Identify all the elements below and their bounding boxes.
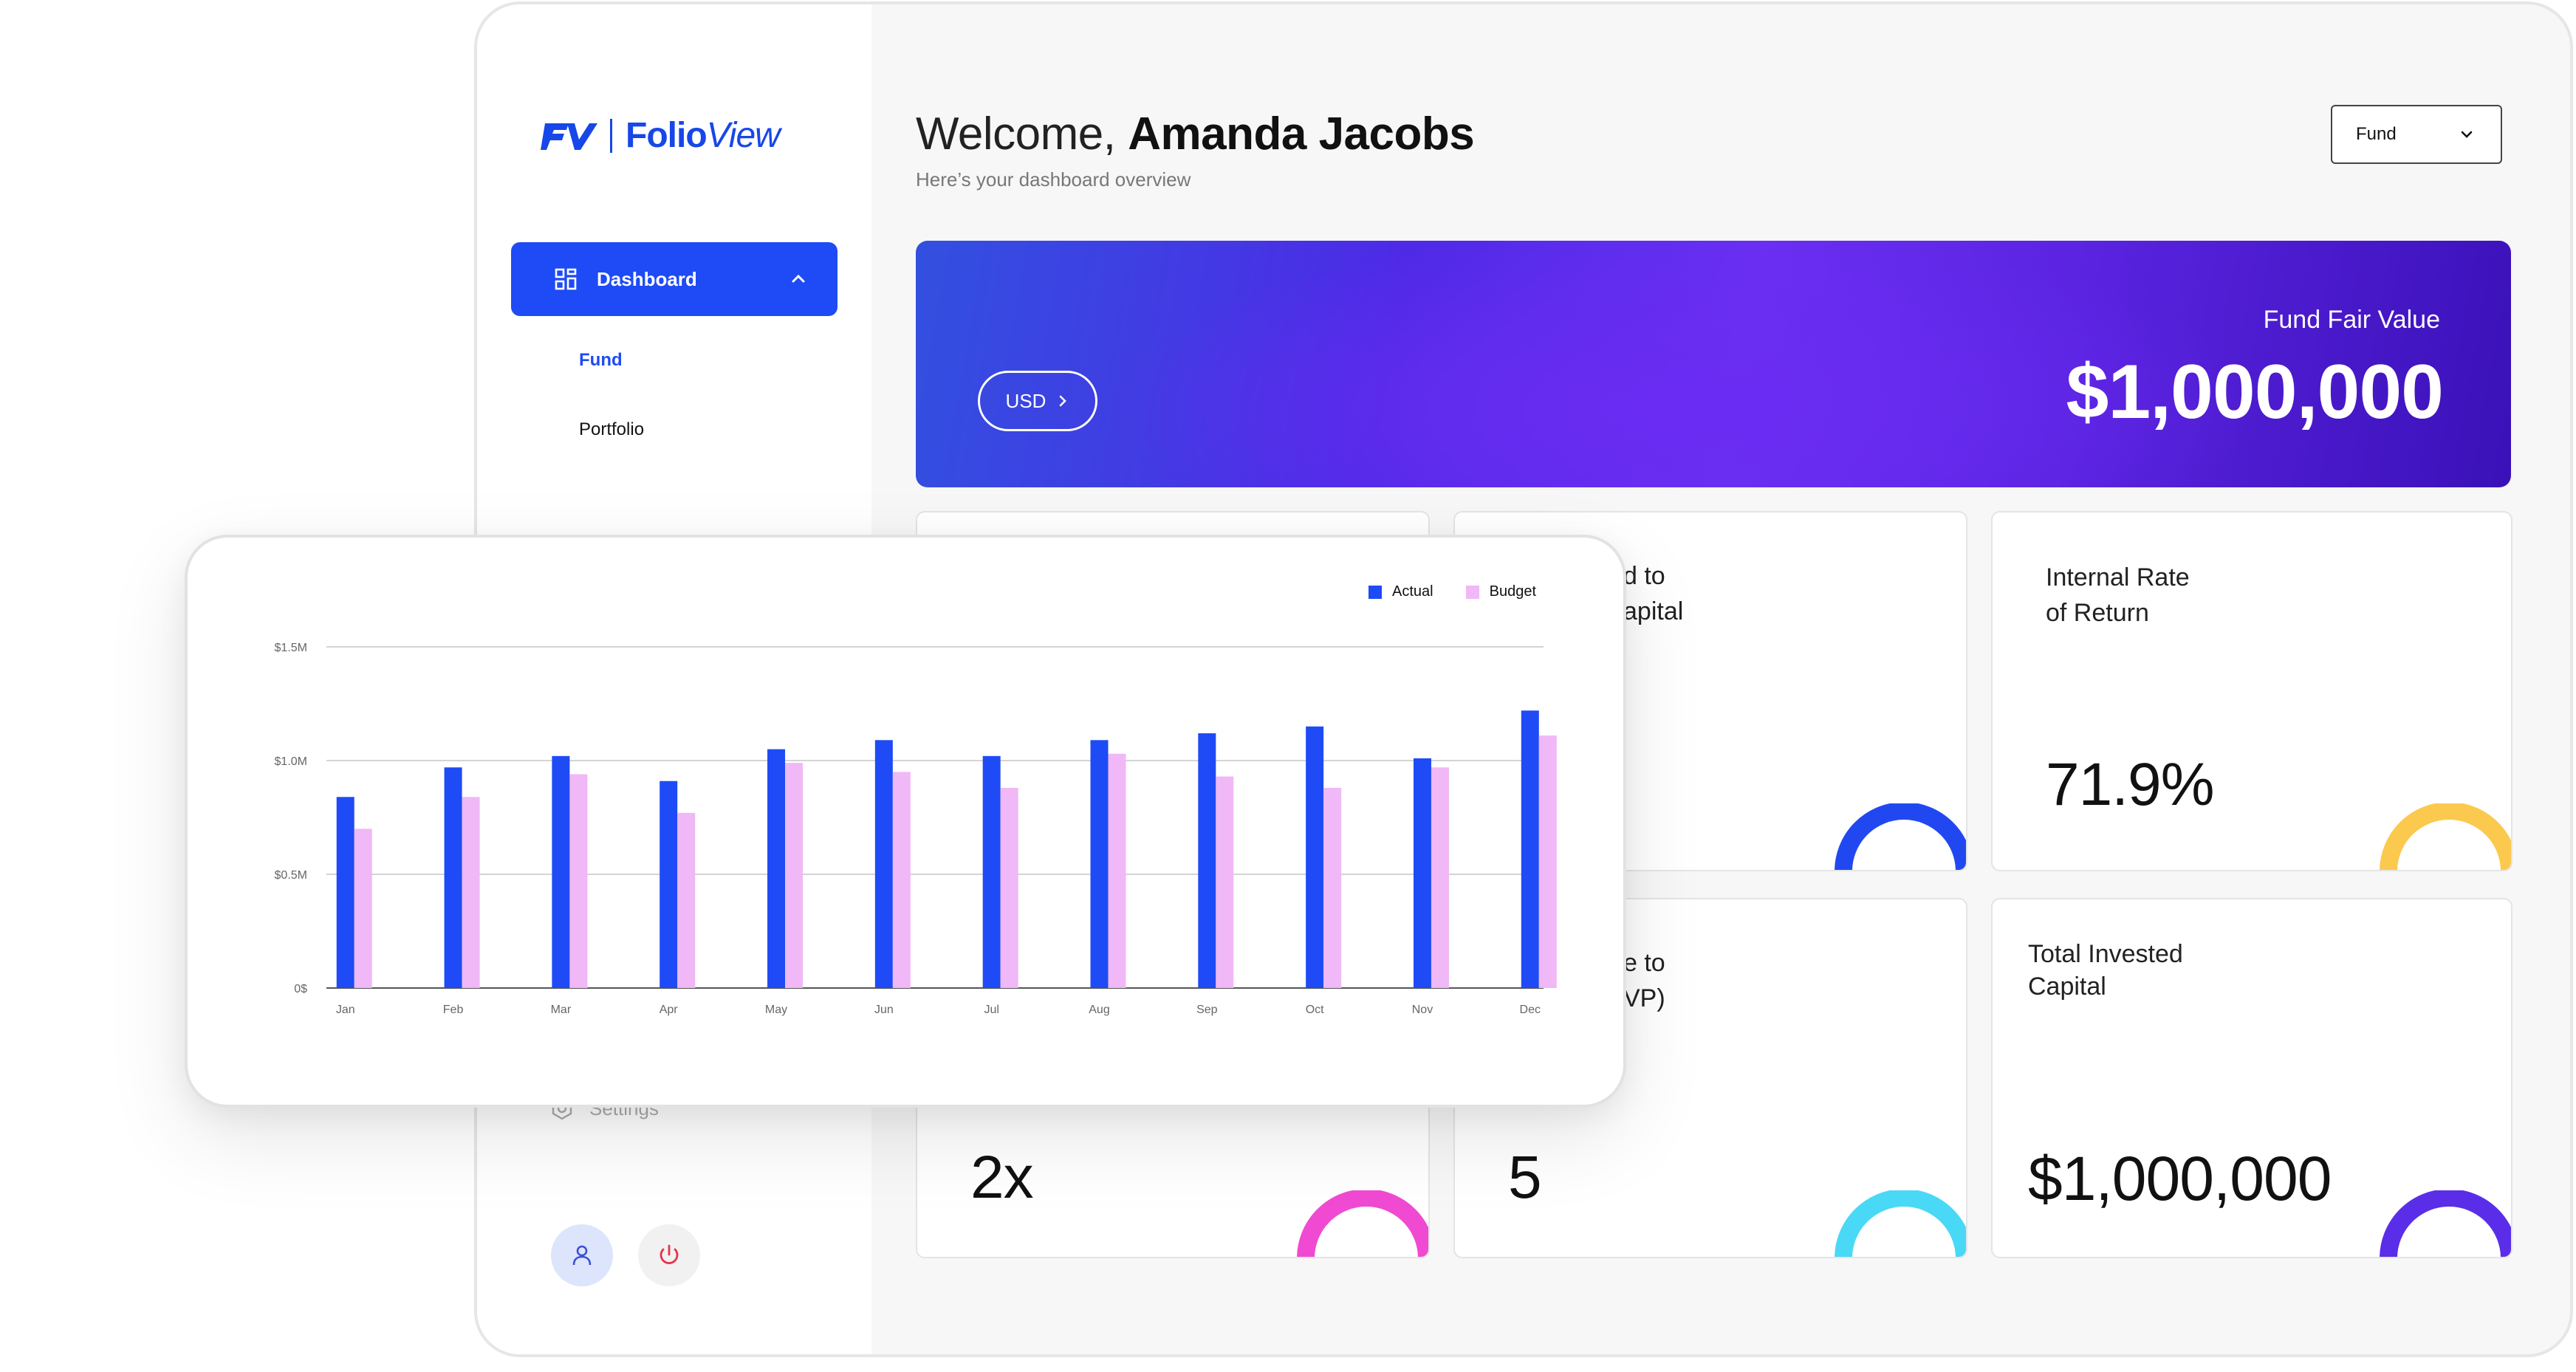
bar-actual: [1198, 733, 1216, 988]
bar-actual: [982, 755, 1001, 988]
legend-label-budget: Budget: [1489, 583, 1536, 600]
bar-budget: [1431, 767, 1449, 988]
bar-actual: [767, 749, 786, 988]
metric-title: Total Invested Capital: [2028, 940, 2183, 1001]
x-tick-label: Jul: [984, 1004, 998, 1016]
bar-budget: [462, 797, 480, 988]
currency-label: USD: [1005, 389, 1046, 412]
chevron-right-icon: [1060, 395, 1067, 407]
bar-actual: [336, 797, 354, 988]
x-tick-label: Oct: [1306, 1004, 1324, 1016]
bar-chart: 0$ $0.5M $1.0M $1.5M Jan Feb Mar Apr May Jun Jul Au…: [275, 642, 1557, 1016]
profile-button[interactable]: [551, 1224, 613, 1286]
currency-button[interactable]: USD: [978, 371, 1097, 431]
chevron-down-icon: [2461, 131, 2473, 138]
progress-arc-icon: [1835, 1190, 1966, 1257]
x-tick-label: Sep: [1196, 1004, 1218, 1016]
x-tick-label: Jan: [336, 1004, 355, 1016]
metric-card: Total Invested Capital $1,000,000: [1991, 898, 2512, 1258]
x-tick-label: Mar: [551, 1004, 572, 1016]
metric-card: Internal Rate of Return 71.9%: [1991, 511, 2512, 871]
bar-budget: [1323, 787, 1342, 988]
chart-legend: Actual Budget: [1368, 583, 1536, 600]
page-subtitle: Here’s your dashboard overview: [916, 168, 1191, 191]
bar-actual: [874, 740, 893, 988]
logo-separator: [610, 118, 612, 153]
bar-budget: [1216, 776, 1234, 988]
logout-button[interactable]: [638, 1224, 700, 1286]
metric-value: 5: [1508, 1144, 1542, 1211]
metric-title: d to apital: [1623, 562, 1684, 625]
fund-fair-value-banner: USD Fund Fair Value $1,000,000: [916, 241, 2511, 487]
metric-value: $1,000,000: [2028, 1144, 2332, 1213]
x-tick-label: Apr: [660, 1004, 679, 1016]
y-tick-label: $0.5M: [275, 869, 307, 882]
fund-fair-value-amount: $1,000,000: [2066, 349, 2444, 435]
bar-actual: [660, 781, 678, 988]
fv-logo-icon: [541, 123, 597, 150]
legend-swatch-actual: [1368, 585, 1383, 599]
progress-arc-icon: [2380, 1190, 2511, 1257]
x-tick-label: Aug: [1089, 1004, 1109, 1016]
legend-item-budget: Budget: [1465, 583, 1536, 600]
legend-swatch-budget: [1465, 585, 1479, 599]
chevron-up-icon: [792, 274, 805, 283]
progress-arc-icon: [2380, 803, 2511, 870]
actual-vs-budget-chart-card: 0$ $0.5M $1.0M $1.5M Jan Feb Mar Apr May Jun Jul Au…: [185, 535, 1626, 1108]
page-title: Welcome, Amanda Jacobs: [916, 109, 1475, 160]
sidebar-subitem-fund[interactable]: Fund: [579, 350, 623, 370]
bar-actual: [1413, 758, 1431, 988]
select-value: Fund: [2356, 124, 2397, 144]
dashboard-grid-icon: [555, 268, 577, 290]
x-tick-label: Dec: [1520, 1004, 1541, 1016]
y-tick-label: $1.5M: [275, 642, 307, 654]
legend-item-actual: Actual: [1368, 583, 1433, 600]
metric-value: 71.9%: [2046, 751, 2215, 818]
metric-title: e to VP): [1623, 949, 1665, 1012]
bar-budget: [1000, 787, 1018, 988]
user-icon: [572, 1245, 592, 1266]
bar-budget: [569, 774, 588, 988]
x-tick-label: Jun: [874, 1004, 894, 1016]
metric-value: 2x: [970, 1144, 1034, 1211]
bar-budget: [892, 772, 911, 988]
legend-label-actual: Actual: [1392, 583, 1433, 600]
progress-arc-icon: [1835, 803, 1966, 870]
bar-budget: [354, 829, 372, 988]
sidebar-subitem-portfolio[interactable]: Portfolio: [579, 419, 645, 439]
sidebar-item-dashboard[interactable]: Dashboard: [511, 242, 837, 316]
y-tick-label: 0$: [294, 983, 307, 995]
bar-actual: [444, 767, 462, 988]
fund-fair-value-label: Fund Fair Value: [2263, 306, 2440, 334]
progress-arc-icon: [1297, 1190, 1428, 1257]
bar-budget: [677, 812, 696, 988]
brand-name: FolioView: [626, 116, 781, 155]
bar-actual: [1521, 710, 1539, 988]
bar-budget: [1108, 753, 1126, 988]
bar-budget: [1538, 735, 1557, 988]
x-tick-label: Feb: [443, 1004, 464, 1016]
metric-title: Internal Rate of Return: [2046, 563, 2190, 627]
x-tick-label: May: [765, 1004, 787, 1016]
sidebar-item-label: Dashboard: [597, 267, 697, 290]
y-tick-label: $1.0M: [275, 755, 307, 768]
bar-actual: [1306, 726, 1324, 988]
bar-actual: [552, 755, 570, 988]
bar-actual: [1090, 740, 1109, 988]
fund-select-dropdown[interactable]: Fund: [2331, 105, 2502, 164]
bar-budget: [785, 763, 804, 988]
x-tick-label: Nov: [1412, 1004, 1433, 1016]
brand-logo[interactable]: FolioView: [539, 115, 781, 156]
power-icon: [660, 1244, 679, 1264]
